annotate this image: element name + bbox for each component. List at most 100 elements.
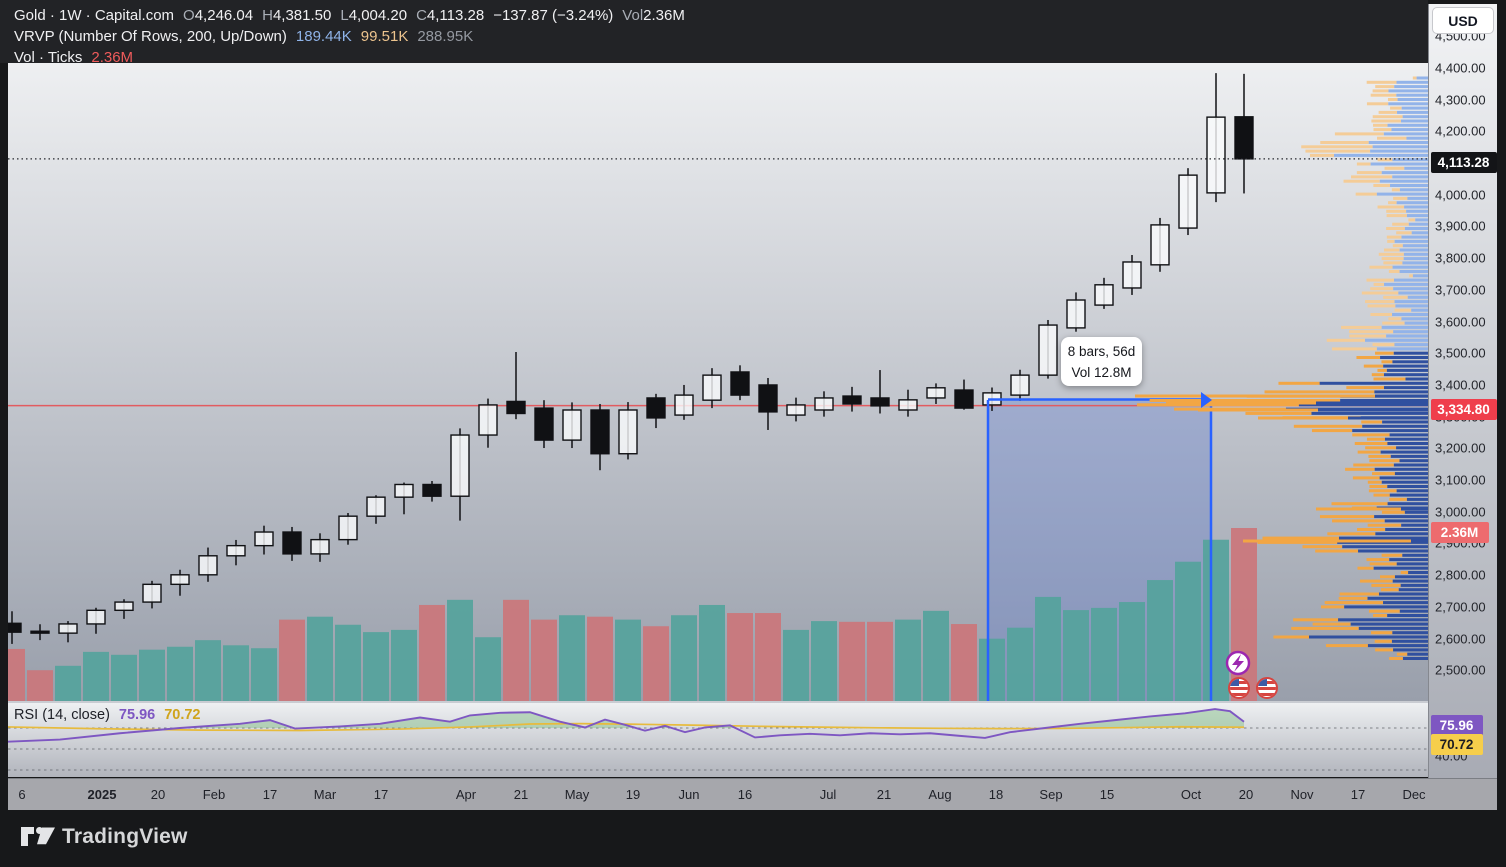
volume-bar xyxy=(559,615,585,701)
vrvp-down-segment xyxy=(1373,282,1385,286)
vrvp-up-segment xyxy=(1394,239,1428,243)
rsi-title[interactable]: RSI (14, close) xyxy=(14,707,110,723)
rsi-pane-bg xyxy=(8,703,1428,777)
volume-bar xyxy=(139,649,165,701)
vrvp-down-segment xyxy=(1367,523,1402,527)
vrvp-up-segment xyxy=(1334,153,1428,157)
price-tick-label: 3,800.00 xyxy=(1435,250,1486,266)
open-label: O xyxy=(183,7,195,24)
vrvp-down-segment xyxy=(1368,489,1397,493)
vrvp-up-segment xyxy=(1387,614,1428,617)
time-tick-label: 17 xyxy=(262,787,278,802)
vrvp-up-segment xyxy=(1388,102,1428,106)
time-tick-label: Nov xyxy=(1290,787,1314,802)
vrvp-up-segment xyxy=(1379,179,1428,183)
vrvp-down-segment xyxy=(1380,575,1395,579)
vrvp-down-segment xyxy=(1381,553,1403,557)
vrvp-down-segment xyxy=(1367,480,1382,484)
volume-bar xyxy=(279,619,305,701)
volume-bar xyxy=(391,629,417,701)
vrvp-down-segment xyxy=(1392,222,1409,226)
candle-up xyxy=(338,515,358,541)
time-tick-label: Dec xyxy=(1402,787,1426,802)
volume-bar xyxy=(1175,561,1201,701)
vrvp-down-segment xyxy=(1382,321,1405,325)
vrvp-total-volume: 288.95K xyxy=(417,28,474,45)
footer-bar: TradingView xyxy=(0,810,1506,867)
price-tick-label: 3,600.00 xyxy=(1435,314,1486,330)
candle-up xyxy=(450,434,470,497)
pane-divider[interactable] xyxy=(8,701,1428,703)
price-axis[interactable]: USD 4,500.00 4,400.00 4,300.00 4,200.00 4,00… xyxy=(1428,4,1497,778)
candle-up xyxy=(478,404,498,436)
vrvp-up-segment xyxy=(1387,442,1428,445)
currency-button[interactable]: USD xyxy=(1432,7,1494,34)
vrvp-down-segment xyxy=(1293,618,1339,622)
vol-ticks-title[interactable]: Vol · Ticks xyxy=(14,49,83,66)
time-axis[interactable]: 6 2025 20 Feb 17 Mar 17 Apr 21 May 19 Jun 16 Jul 21 Aug… xyxy=(8,778,1497,810)
time-tick-label: 16 xyxy=(737,787,753,802)
volume-bar xyxy=(475,637,501,701)
tradingview-brand[interactable]: TradingView xyxy=(62,825,188,848)
vrvp-down-segment xyxy=(1353,463,1394,467)
legend-volume-row[interactable]: Vol · Ticks 2.36M xyxy=(14,48,685,68)
vrvp-title[interactable]: VRVP (Number Of Rows, 200, Up/Down) xyxy=(14,28,287,45)
vrvp-up-segment xyxy=(1386,334,1428,338)
vrvp-up-segment xyxy=(1368,141,1428,144)
time-tick-label: Jun xyxy=(678,787,700,802)
candle-up xyxy=(198,555,218,576)
price-tick-label: 4,400.00 xyxy=(1435,60,1486,76)
candle-up xyxy=(1066,299,1086,329)
vrvp-up-segment xyxy=(1381,171,1428,175)
vrvp-up-segment xyxy=(1392,265,1428,269)
vrvp-up-segment xyxy=(1381,480,1428,484)
vrvp-up-segment xyxy=(1375,532,1428,536)
candle-down xyxy=(422,483,442,497)
candle-up xyxy=(786,404,806,416)
vrvp-down-segment xyxy=(1373,377,1406,381)
vol-ticks-value: 2.36M xyxy=(91,49,134,66)
vrvp-down-segment xyxy=(1349,330,1394,334)
price-tick-label: 3,100.00 xyxy=(1435,472,1486,488)
vrvp-down-segment xyxy=(1366,80,1397,84)
vrvp-up-segment xyxy=(1392,313,1428,316)
volume-bar xyxy=(1035,596,1061,701)
vrvp-up-segment xyxy=(1393,278,1428,282)
vrvp-up-segment xyxy=(1348,416,1428,420)
vrvp-down-segment xyxy=(1391,188,1400,192)
volume-bar xyxy=(671,615,697,701)
high-label: H xyxy=(262,7,273,24)
vrvp-down-segment xyxy=(1387,239,1395,243)
rsi-value: 75.96 xyxy=(118,707,156,723)
tradingview-logo-icon[interactable] xyxy=(20,826,56,852)
chart-legend[interactable]: Gold · 1W · Capital.com O4,246.04 H4,381… xyxy=(14,6,685,69)
vrvp-up-segment xyxy=(1392,175,1428,179)
vrvp-up-segment xyxy=(1396,93,1428,97)
close-label: C xyxy=(416,7,427,24)
candle-up xyxy=(702,374,722,401)
price-tick-label: 4,200.00 xyxy=(1435,123,1486,139)
symbol-title[interactable]: Gold · 1W · Capital.com xyxy=(14,7,175,24)
vrvp-up-segment xyxy=(1383,601,1428,605)
vrvp-up-segment xyxy=(1403,257,1428,261)
legend-symbol-row[interactable]: Gold · 1W · Capital.com O4,246.04 H4,381… xyxy=(14,6,685,26)
vrvp-down-segment xyxy=(1363,364,1384,368)
volume-bar xyxy=(811,621,837,701)
legend-vrvp-row[interactable]: VRVP (Number Of Rows, 200, Up/Down) 189.… xyxy=(14,27,685,47)
vrvp-up-segment xyxy=(1364,338,1428,342)
vrvp-up-segment xyxy=(1387,485,1428,488)
measure-tooltip: 8 bars, 56d Vol 12.8M xyxy=(1061,337,1142,386)
event-markers[interactable] xyxy=(1225,650,1278,699)
measure-volume: Vol 12.8M xyxy=(1071,364,1132,380)
time-tick-label: 17 xyxy=(1350,787,1366,802)
vrvp-up-segment xyxy=(1402,115,1428,119)
candle-up xyxy=(170,574,190,586)
rsi-legend[interactable]: RSI (14, close) 75.96 70.72 xyxy=(14,707,201,723)
vrvp-down-segment xyxy=(1375,85,1395,89)
vrvp-up-segment xyxy=(1405,377,1428,381)
vrvp-up-segment xyxy=(1385,528,1428,531)
rsi-line xyxy=(7,708,1245,743)
vrvp-down-segment xyxy=(1302,545,1343,549)
vrvp-up-segment xyxy=(1404,227,1428,230)
